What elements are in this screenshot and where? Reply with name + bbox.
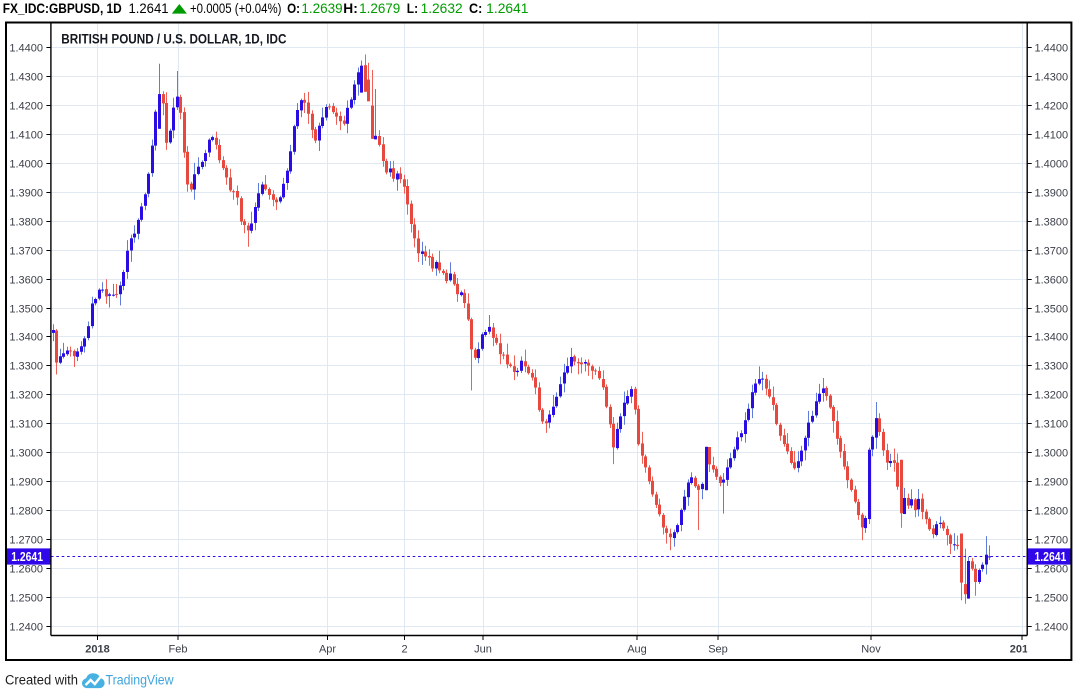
svg-text:1.3000: 1.3000: [1035, 447, 1069, 459]
svg-text:1.2900: 1.2900: [9, 476, 43, 488]
svg-text:1.2800: 1.2800: [1035, 505, 1069, 517]
svg-text:1.2400: 1.2400: [9, 621, 43, 633]
svg-text:1.2641: 1.2641: [129, 1, 169, 16]
svg-text:1.3900: 1.3900: [9, 187, 43, 199]
svg-text:1.2700: 1.2700: [1035, 534, 1069, 546]
svg-text:1.2700: 1.2700: [9, 534, 43, 546]
svg-text:1.4400: 1.4400: [1035, 42, 1069, 54]
svg-text:1.4100: 1.4100: [1035, 129, 1069, 141]
svg-text:1.2641: 1.2641: [11, 550, 43, 564]
svg-text:1.2641: 1.2641: [1035, 550, 1067, 564]
svg-text:1.3400: 1.3400: [9, 331, 43, 343]
svg-text:1.3600: 1.3600: [1035, 274, 1069, 286]
svg-text:TradingView: TradingView: [106, 673, 174, 688]
svg-text:1.3000: 1.3000: [9, 447, 43, 459]
svg-text:FX_IDC:GBPUSD, 1D: FX_IDC:GBPUSD, 1D: [3, 1, 122, 16]
svg-text:O:: O:: [287, 1, 300, 16]
svg-text:1.2400: 1.2400: [1035, 621, 1069, 633]
svg-text:H:: H:: [343, 1, 358, 16]
svg-text:2: 2: [401, 644, 407, 656]
svg-text:1.2500: 1.2500: [9, 592, 43, 604]
svg-text:1.3800: 1.3800: [1035, 216, 1069, 228]
svg-text:1.2639: 1.2639: [301, 1, 342, 16]
svg-text:Created with: Created with: [5, 673, 78, 688]
svg-text:BRITISH POUND / U.S. DOLLAR, 1: BRITISH POUND / U.S. DOLLAR, 1D, IDC: [61, 32, 286, 47]
svg-text:1.2800: 1.2800: [9, 505, 43, 517]
svg-text:Nov: Nov: [861, 644, 881, 656]
svg-text:1.4000: 1.4000: [1035, 158, 1069, 170]
svg-text:Aug: Aug: [627, 644, 647, 656]
svg-text:1.2600: 1.2600: [9, 563, 43, 575]
svg-text:1.4200: 1.4200: [1035, 100, 1069, 112]
svg-text:1.3600: 1.3600: [9, 274, 43, 286]
svg-text:1.4000: 1.4000: [9, 158, 43, 170]
svg-text:2018: 2018: [85, 644, 109, 656]
svg-text:1.4100: 1.4100: [9, 129, 43, 141]
svg-text:1.3500: 1.3500: [1035, 303, 1069, 315]
svg-text:C:: C:: [469, 1, 482, 16]
svg-text:1.3300: 1.3300: [1035, 360, 1069, 372]
svg-text:L:: L:: [407, 1, 418, 16]
svg-text:+0.0005 (+0.04%): +0.0005 (+0.04%): [190, 1, 282, 16]
svg-text:1.2600: 1.2600: [1035, 563, 1069, 575]
svg-text:1.3500: 1.3500: [9, 303, 43, 315]
svg-text:1.2500: 1.2500: [1035, 592, 1069, 604]
svg-text:1.3100: 1.3100: [9, 418, 43, 430]
svg-text:1.4300: 1.4300: [1035, 71, 1069, 83]
svg-text:1.3800: 1.3800: [9, 216, 43, 228]
svg-text:1.4300: 1.4300: [9, 71, 43, 83]
svg-text:Sep: Sep: [708, 644, 728, 656]
svg-text:1.2900: 1.2900: [1035, 476, 1069, 488]
svg-text:1.2679: 1.2679: [359, 1, 400, 16]
svg-text:1.2632: 1.2632: [421, 1, 463, 16]
svg-text:1.3900: 1.3900: [1035, 187, 1069, 199]
svg-text:1.3700: 1.3700: [9, 245, 43, 257]
svg-text:Apr: Apr: [319, 644, 336, 656]
svg-text:1.3300: 1.3300: [9, 360, 43, 372]
svg-text:1.3200: 1.3200: [1035, 389, 1069, 401]
svg-text:1.4200: 1.4200: [9, 100, 43, 112]
svg-text:1.3100: 1.3100: [1035, 418, 1069, 430]
svg-text:1.3200: 1.3200: [9, 389, 43, 401]
svg-text:Jun: Jun: [474, 644, 492, 656]
svg-text:2019: 2019: [1010, 644, 1034, 656]
svg-text:Feb: Feb: [169, 644, 188, 656]
svg-text:1.3400: 1.3400: [1035, 331, 1069, 343]
svg-text:1.2641: 1.2641: [486, 1, 528, 16]
svg-text:1.3700: 1.3700: [1035, 245, 1069, 257]
svg-text:1.4400: 1.4400: [9, 42, 43, 54]
